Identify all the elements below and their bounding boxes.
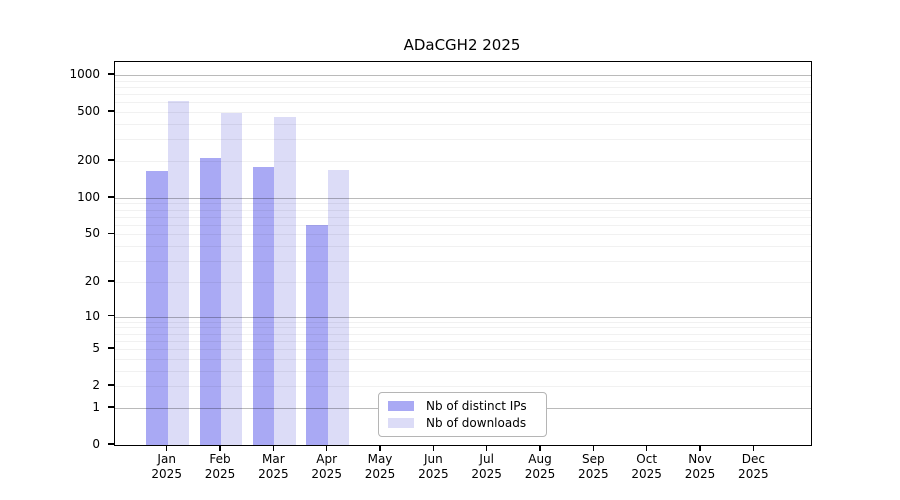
gridline-major [115,197,811,199]
plot-area [114,61,812,446]
gridline-minor [115,86,811,88]
y-tick-label: 50 [84,226,100,241]
y-tick-mark [108,73,114,75]
gridline-minor [115,161,811,162]
bar-distinct-ips [306,224,328,445]
y-tick-mark [108,232,114,235]
x-tick-mark [272,445,275,451]
y-tick-mark [108,384,114,386]
gridline-minor [115,246,811,248]
gridline-major [115,75,811,77]
y-tick-label: 5 [92,341,100,356]
y-tick-label: 2 [92,378,100,393]
gridline-minor [115,340,811,342]
gridline-minor [115,333,811,335]
x-tick-mark [166,445,168,451]
y-tick-mark [108,347,114,349]
y-tick-label: 500 [77,104,100,119]
gridline-minor [115,102,811,104]
x-tick-mark [645,445,648,451]
y-tick-label: 200 [77,153,100,167]
x-tick-label: May 2025 [364,452,396,481]
legend-label-distinct-ips: Nb of distinct IPs [426,399,527,414]
bar-distinct-ips [146,171,168,445]
gridline-minor [115,281,811,283]
gridline-minor [115,386,811,388]
x-tick-label: Apr 2025 [311,452,342,481]
legend-label-downloads: Nb of downloads [426,415,527,430]
gridline-minor [115,124,811,126]
x-tick-mark [485,445,488,451]
x-tick-mark [432,445,435,451]
x-tick-label: Feb 2025 [204,452,236,481]
x-tick-label: Jan 2025 [151,452,182,481]
x-tick-label: Sep 2025 [578,452,609,481]
y-tick-mark [108,280,114,282]
gridline-minor [115,358,811,360]
gridline-minor [115,209,811,211]
legend-item-distinct-ips: Nb of distinct IPs [388,399,537,413]
gridline-minor [115,261,811,263]
gridline-minor [115,203,811,205]
bar-downloads [221,113,243,445]
legend-swatch-distinct-ips [388,401,414,412]
legend: Nb of distinct IPs Nb of downloads [378,392,547,437]
x-tick-label: Nov 2025 [684,452,716,481]
x-tick-label: Jun 2025 [418,452,449,481]
gridline-minor [115,94,811,96]
y-tick-label: 20 [84,273,100,288]
y-tick-mark [108,314,114,317]
bar-distinct-ips [252,166,275,445]
x-tick-mark [325,445,328,451]
bar-downloads [167,101,190,445]
legend-swatch-downloads [388,417,414,428]
gridline-minor [115,80,811,82]
gridline-minor [115,224,811,226]
x-tick-mark [752,445,755,451]
gridline-minor [115,370,811,372]
y-tick-mark [108,110,114,112]
x-tick-label: Mar 2025 [258,452,289,481]
x-tick-mark [592,445,595,451]
bar-distinct-ips [199,158,222,445]
x-tick-label: Jul 2025 [471,452,502,481]
y-tick-label: 1 [92,399,100,414]
gridline-minor [115,349,811,351]
y-tick-mark [108,196,114,198]
y-tick-mark [108,443,114,445]
y-tick-mark [108,159,114,161]
gridline-minor [115,216,811,218]
x-tick-mark [539,445,541,451]
x-tick-mark [699,445,701,451]
x-tick-mark [219,445,221,451]
gridline-minor [115,139,811,141]
gridline-minor [115,321,811,323]
x-tick-label: Aug 2025 [524,452,556,481]
bar-downloads [274,117,296,445]
y-tick-label: 0 [92,437,100,451]
gridline-minor [115,327,811,329]
gridline-major [115,316,811,318]
chart-title: ADaCGH2 2025 [403,36,521,54]
y-tick-mark [108,406,114,408]
y-tick-label: 1000 [69,67,100,82]
bar-downloads [327,169,350,445]
x-tick-label: Oct 2025 [631,452,662,481]
legend-item-downloads: Nb of downloads [388,416,537,430]
gridline-minor [115,112,811,114]
y-tick-label: 10 [84,308,100,323]
x-tick-mark [379,445,381,451]
x-tick-label: Dec 2025 [738,452,769,481]
y-tick-label: 100 [77,189,100,204]
gridline-minor [115,234,811,236]
